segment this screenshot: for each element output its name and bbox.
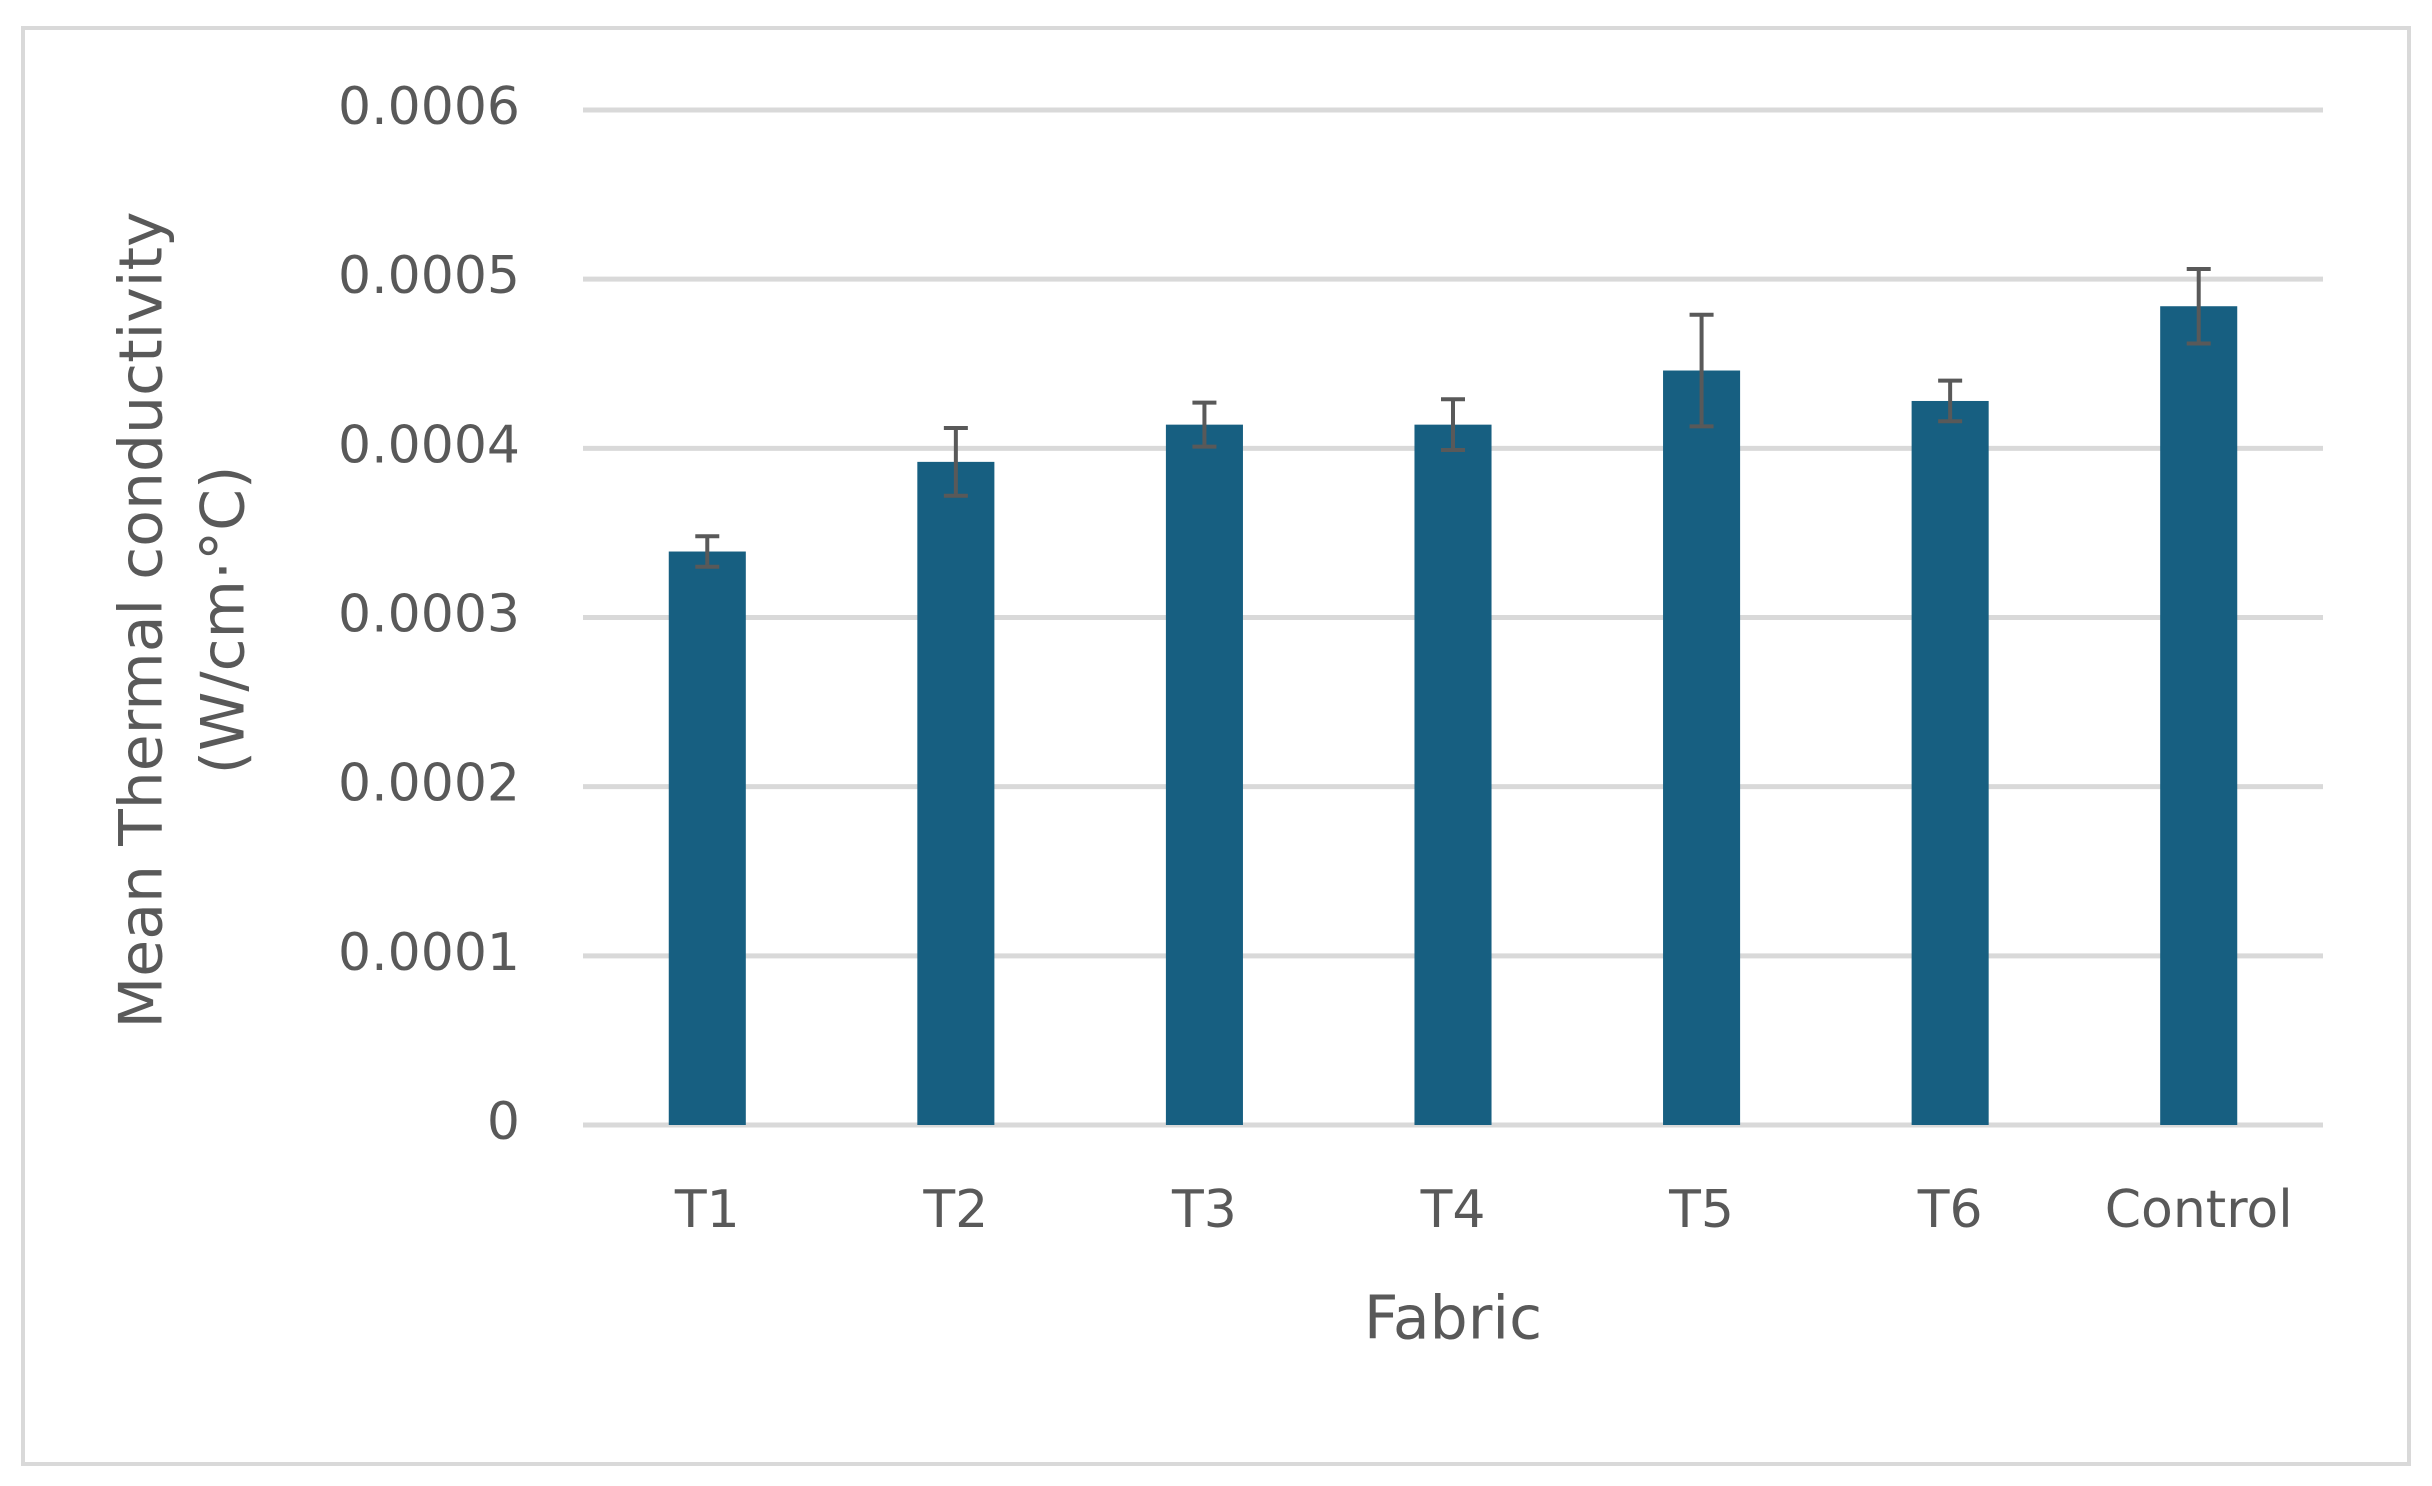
y-axis-title-line: (W/cm·°C)	[189, 466, 259, 775]
y-tick-label: 0.0004	[338, 415, 520, 475]
bar	[1414, 424, 1492, 1125]
bar	[1663, 370, 1741, 1125]
x-tick-label: T5	[1668, 1180, 1734, 1240]
y-tick-label: 0.0002	[338, 754, 520, 814]
x-tick-label: Control	[2105, 1180, 2293, 1240]
y-axis-title: Mean Thermal conductivity (W/cm·°C)	[107, 212, 259, 1029]
x-axis-title: Fabric	[1364, 1284, 1542, 1354]
x-tick-label: T2	[922, 1180, 988, 1240]
x-tick-label: T4	[1420, 1180, 1486, 1240]
y-axis-title-line: Mean Thermal conductivity	[107, 212, 177, 1029]
bar	[1911, 400, 1989, 1125]
y-tick-label: 0	[487, 1092, 520, 1152]
bar	[917, 461, 995, 1125]
y-tick-label: 0.0006	[338, 77, 520, 137]
bar	[668, 551, 746, 1125]
x-tick-label: T1	[674, 1180, 740, 1240]
y-tick-label: 0.0001	[338, 923, 520, 983]
bar	[1165, 424, 1243, 1125]
y-tick-label: 0.0005	[338, 246, 520, 306]
x-tick-label: T3	[1171, 1180, 1237, 1240]
x-tick-label: T6	[1917, 1180, 1983, 1240]
bar	[2160, 306, 2238, 1125]
y-tick-label: 0.0003	[338, 585, 520, 645]
